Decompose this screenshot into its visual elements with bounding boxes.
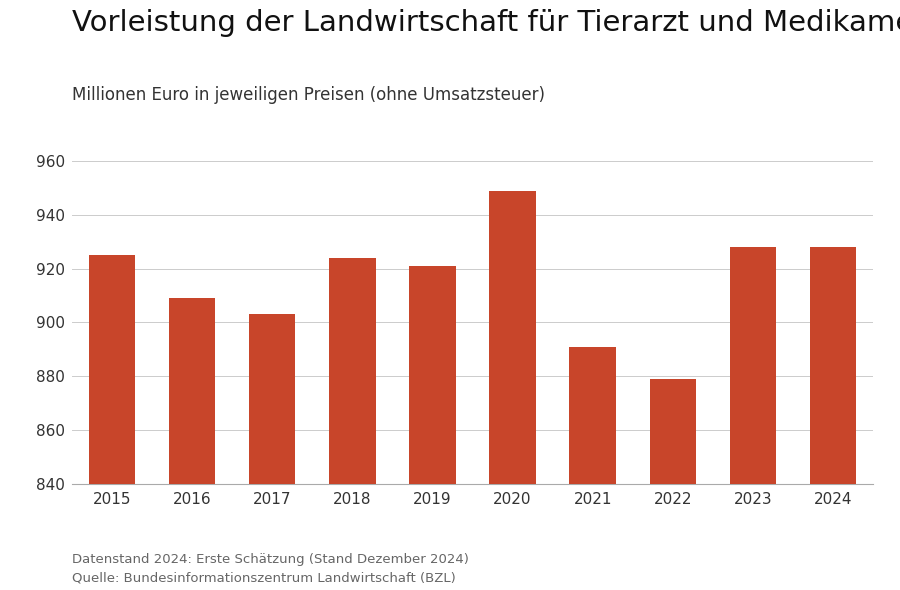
Bar [329, 258, 375, 590]
Bar [570, 346, 616, 590]
Text: Millionen Euro in jeweiligen Preisen (ohne Umsatzsteuer): Millionen Euro in jeweiligen Preisen (oh… [72, 86, 545, 104]
Bar [410, 266, 455, 590]
Bar [89, 255, 135, 590]
Text: Datenstand 2024: Erste Schätzung (Stand Dezember 2024)
Quelle: Bundesinformation: Datenstand 2024: Erste Schätzung (Stand … [72, 553, 469, 584]
Bar [169, 298, 215, 590]
Bar [810, 247, 856, 590]
Text: Vorleistung der Landwirtschaft für Tierarzt und Medikamente: Vorleistung der Landwirtschaft für Tiera… [72, 9, 900, 37]
Bar [730, 247, 776, 590]
Bar [249, 314, 295, 590]
Bar [650, 379, 696, 590]
Bar [490, 191, 536, 590]
